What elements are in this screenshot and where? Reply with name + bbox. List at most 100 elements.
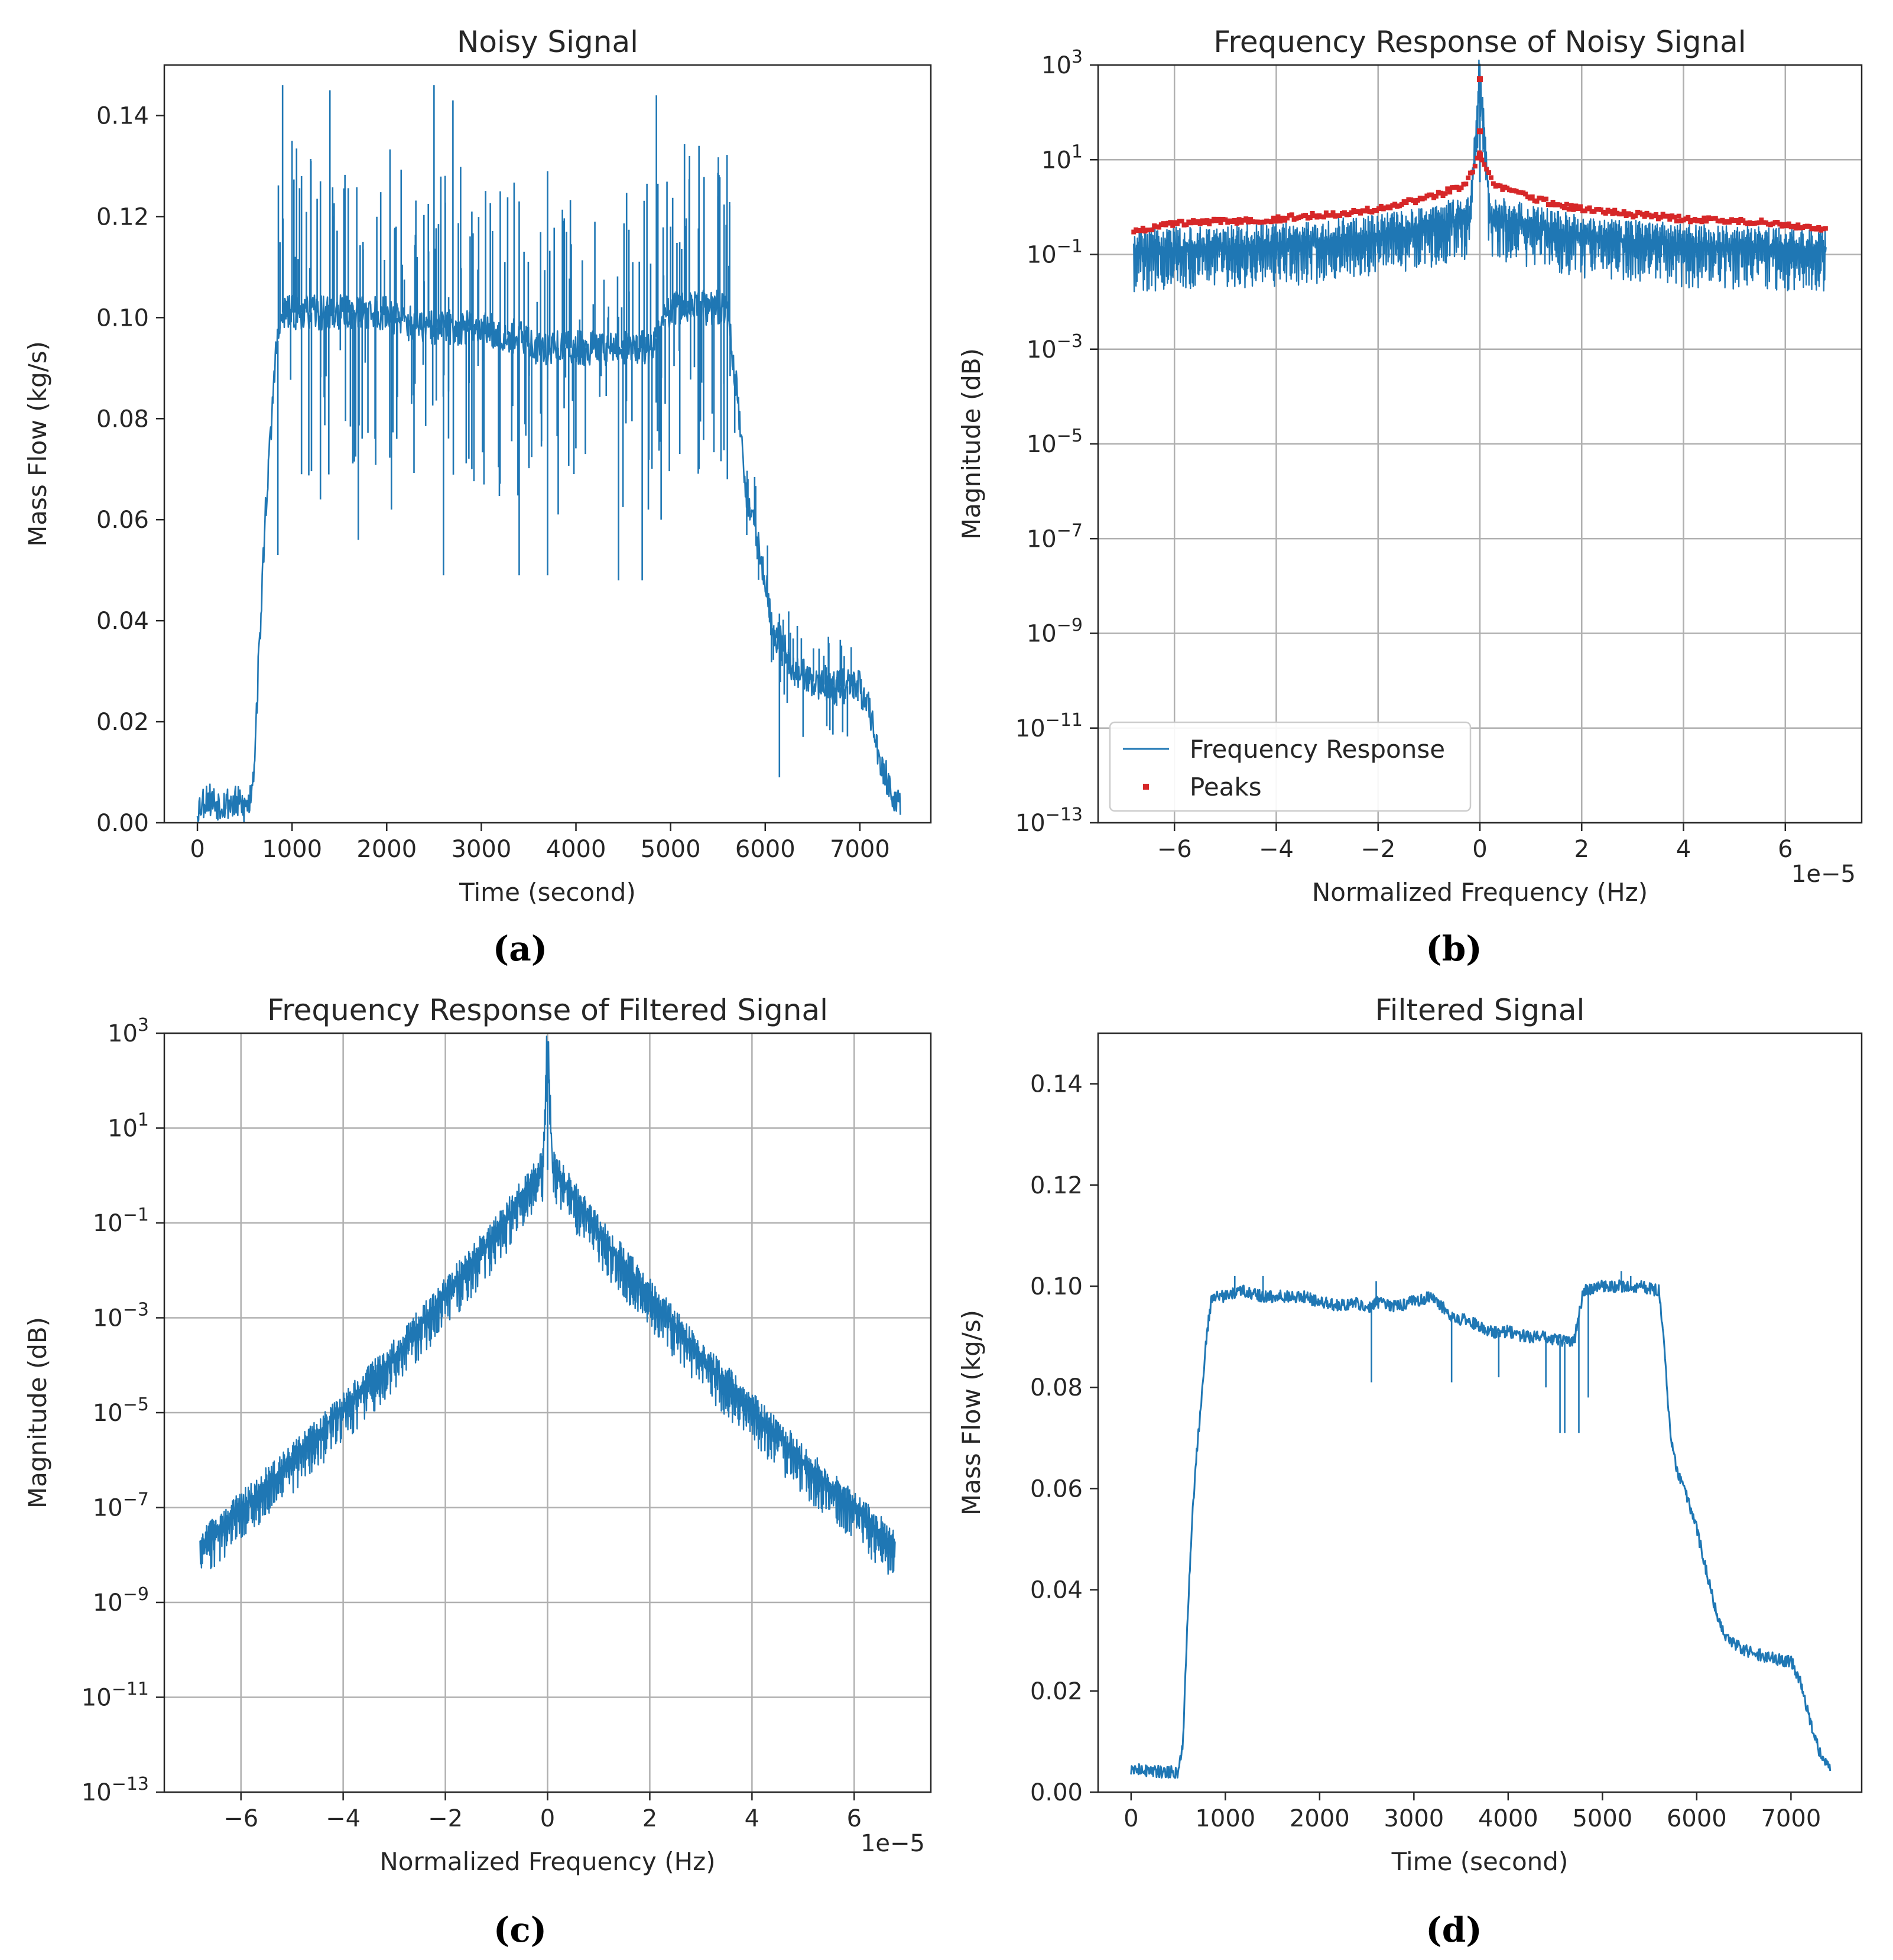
x-tick-label: 4 (1676, 836, 1691, 863)
y-tick-label: 0.04 (96, 608, 149, 635)
peak-marker (1530, 194, 1535, 199)
peak-marker (1362, 209, 1368, 214)
y-tick-label: 10−11 (82, 1679, 149, 1712)
plot-frame (163, 64, 932, 824)
y-tick-label: 0.08 (96, 405, 149, 433)
legend-label-frequency-response: Frequency Response (1190, 735, 1445, 764)
chart-title: Frequency Response of Noisy Signal (1213, 25, 1746, 59)
peak-marker (1454, 184, 1459, 190)
peak-marker (1207, 221, 1212, 226)
x-axis-label: Normalized Frequency (Hz) (1312, 878, 1648, 907)
y-tick-label: 10−11 (1015, 710, 1083, 742)
x-tick-label: −2 (1361, 836, 1395, 863)
peak-marker (1284, 216, 1290, 221)
peak-marker (1569, 203, 1574, 208)
peak-marker (1243, 216, 1249, 222)
y-tick-label: 0.00 (96, 810, 149, 837)
peak-marker (1548, 202, 1553, 207)
y-axis-label: Mass Flow (kg/s) (957, 1310, 986, 1516)
peak-marker (1561, 205, 1567, 210)
y-tick-label: 10−13 (1015, 804, 1083, 837)
x-axis-label: Normalized Frequency (Hz) (379, 1847, 715, 1876)
x-tick-label: −6 (1157, 836, 1192, 863)
y-tick-label: 10−13 (82, 1774, 149, 1806)
plot-frame (1097, 1032, 1863, 1793)
peak-marker (1674, 218, 1679, 223)
peak-marker (1704, 219, 1709, 224)
y-axis-label: Magnitude (dB) (23, 1317, 52, 1508)
peak-marker (1566, 206, 1571, 212)
legend-box (1109, 721, 1472, 812)
x-tick-label: 3000 (452, 836, 512, 863)
peak-marker (1621, 209, 1626, 215)
panel-caption: (a) (493, 929, 547, 969)
peak-marker (1477, 152, 1483, 158)
y-tick-label: 10−9 (93, 1584, 149, 1617)
peak-marker (1713, 216, 1718, 221)
peak-marker (1388, 205, 1393, 210)
peak-marker (1793, 225, 1798, 231)
frequency-response-line (199, 1036, 896, 1575)
x-tick-label: 0 (1472, 836, 1487, 863)
peak-marker (1289, 212, 1294, 218)
peak-marker (1156, 225, 1161, 230)
x-tick-label: 7000 (830, 836, 890, 863)
peak-marker (1482, 162, 1487, 167)
x-tick-label: 0 (540, 1805, 555, 1832)
peak-marker (1823, 226, 1828, 231)
peak-marker (1273, 219, 1278, 224)
peak-marker (1676, 213, 1681, 219)
peak-marker (1330, 210, 1336, 215)
peak-marker (1328, 213, 1333, 218)
x-offset-label: 1e−5 (861, 1830, 925, 1857)
y-tick-label: 0.10 (1030, 1273, 1083, 1300)
peak-marker (1484, 167, 1489, 172)
peak-marker (1138, 228, 1143, 233)
peak-marker (1667, 216, 1673, 222)
peak-marker (1189, 220, 1194, 226)
y-tick-label: 10−9 (1027, 615, 1083, 648)
peak-marker (1587, 205, 1592, 210)
y-tick-label: 0.06 (96, 507, 149, 534)
peak-marker (1466, 175, 1471, 180)
peak-marker (1236, 217, 1242, 222)
peak-marker (1399, 202, 1404, 207)
peak-marker (1486, 170, 1492, 176)
peak-marker (1642, 214, 1647, 219)
x-tick-label: 5000 (641, 836, 701, 863)
panel-c-frequency-response-filtered: Frequency Response of Filtered Signal (c)… (23, 993, 932, 1950)
x-tick-label: 2 (1574, 836, 1589, 863)
y-tick-label: 0.08 (1030, 1374, 1083, 1401)
peak-marker (1321, 215, 1327, 220)
peak-marker (1378, 203, 1384, 209)
peak-marker (1271, 215, 1276, 220)
peak-marker (1672, 215, 1677, 220)
peak-marker (1358, 210, 1363, 216)
peak-marker (1433, 193, 1439, 199)
plot-frame (163, 1032, 932, 1793)
y-tick-label: 10−5 (1027, 426, 1083, 458)
peak-marker (1278, 219, 1283, 224)
y-tick-label: 0.14 (96, 102, 149, 129)
x-tick-label: −4 (326, 1805, 361, 1832)
panel-a-noisy-signal: Noisy Signal (a) Time (second) Mass Flow (k… (23, 25, 932, 969)
peak-marker (1628, 212, 1634, 217)
peak-marker (1223, 217, 1228, 222)
peak-marker (1218, 220, 1223, 225)
peak-marker (1234, 220, 1239, 226)
y-tick-label: 10−7 (93, 1490, 149, 1522)
peak-marker (1197, 221, 1203, 226)
x-tick-label: 4 (745, 1805, 759, 1832)
y-tick-label: 10−3 (1027, 331, 1083, 364)
peak-marker (1445, 186, 1450, 192)
x-tick-label: 2000 (1290, 1805, 1350, 1832)
y-tick-label: 103 (1041, 47, 1083, 79)
y-tick-label: 101 (108, 1110, 149, 1143)
peak-marker (1759, 218, 1764, 223)
panel-caption: (b) (1426, 929, 1482, 969)
peak-marker (1168, 220, 1173, 225)
peak-marker (1477, 128, 1483, 135)
y-tick-label: 0.06 (1030, 1475, 1083, 1503)
peak-marker (1376, 206, 1382, 212)
y-tick-label: 10−3 (93, 1300, 149, 1332)
